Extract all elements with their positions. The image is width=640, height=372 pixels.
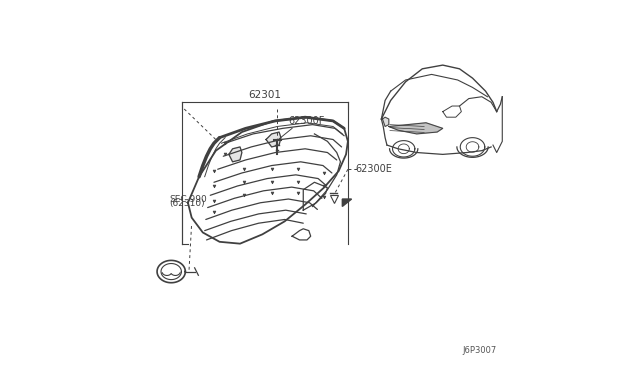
Text: SEC.990: SEC.990 xyxy=(170,195,207,203)
Polygon shape xyxy=(389,123,443,134)
Polygon shape xyxy=(383,117,389,126)
Text: (62310): (62310) xyxy=(170,199,205,208)
Text: 62300F: 62300F xyxy=(289,116,324,126)
Text: 62301: 62301 xyxy=(248,90,282,100)
Text: J6P3007: J6P3007 xyxy=(463,346,497,355)
Polygon shape xyxy=(229,147,242,162)
Text: 62300E: 62300E xyxy=(355,164,392,174)
Polygon shape xyxy=(342,199,351,206)
Polygon shape xyxy=(266,132,281,147)
